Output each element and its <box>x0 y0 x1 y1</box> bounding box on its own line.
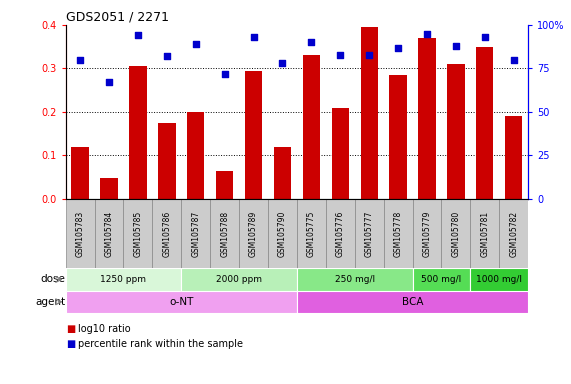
Point <box>104 79 114 85</box>
FancyBboxPatch shape <box>66 268 182 291</box>
Bar <box>71 147 89 199</box>
FancyBboxPatch shape <box>95 199 123 268</box>
Point <box>307 39 316 45</box>
Text: GSM105789: GSM105789 <box>249 210 258 257</box>
Point <box>134 32 143 38</box>
Bar <box>303 55 320 199</box>
FancyBboxPatch shape <box>268 199 297 268</box>
Text: GDS2051 / 2271: GDS2051 / 2271 <box>66 11 168 24</box>
Bar <box>187 112 204 199</box>
Point <box>220 71 229 77</box>
Text: 2000 ppm: 2000 ppm <box>216 275 262 284</box>
FancyBboxPatch shape <box>152 199 182 268</box>
Text: GSM105787: GSM105787 <box>191 210 200 257</box>
Text: GSM105778: GSM105778 <box>393 210 403 257</box>
Text: o-NT: o-NT <box>169 297 194 307</box>
Bar <box>274 147 291 199</box>
Point <box>509 57 518 63</box>
Bar <box>245 71 262 199</box>
Text: GSM105782: GSM105782 <box>509 210 518 257</box>
Bar <box>419 38 436 199</box>
Text: BCA: BCA <box>402 297 423 307</box>
FancyBboxPatch shape <box>471 199 499 268</box>
FancyBboxPatch shape <box>182 268 297 291</box>
FancyBboxPatch shape <box>355 199 384 268</box>
Text: ■: ■ <box>66 339 75 349</box>
Text: GSM105777: GSM105777 <box>365 210 373 257</box>
Point <box>393 45 403 51</box>
FancyBboxPatch shape <box>297 199 326 268</box>
Text: ■: ■ <box>66 324 75 334</box>
Point <box>423 31 432 37</box>
Text: GSM105785: GSM105785 <box>134 210 142 257</box>
FancyBboxPatch shape <box>297 291 528 313</box>
Text: agent: agent <box>35 297 66 307</box>
Point <box>451 43 460 49</box>
FancyBboxPatch shape <box>326 199 355 268</box>
Point <box>191 41 200 47</box>
Text: GSM105783: GSM105783 <box>75 210 85 257</box>
Text: GSM105780: GSM105780 <box>452 210 460 257</box>
FancyBboxPatch shape <box>471 268 528 291</box>
Bar <box>158 123 175 199</box>
FancyBboxPatch shape <box>441 199 471 268</box>
Bar <box>360 27 378 199</box>
Bar <box>505 116 522 199</box>
Text: percentile rank within the sample: percentile rank within the sample <box>78 339 243 349</box>
Point <box>365 51 374 58</box>
Point <box>162 53 171 59</box>
Bar <box>100 178 118 199</box>
Text: GSM105790: GSM105790 <box>278 210 287 257</box>
Text: log10 ratio: log10 ratio <box>78 324 131 334</box>
FancyBboxPatch shape <box>66 199 95 268</box>
Text: GSM105779: GSM105779 <box>423 210 432 257</box>
Text: GSM105786: GSM105786 <box>162 210 171 257</box>
Point <box>249 34 258 40</box>
Text: GSM105781: GSM105781 <box>480 210 489 257</box>
FancyBboxPatch shape <box>413 199 441 268</box>
Bar <box>447 64 465 199</box>
Text: GSM105784: GSM105784 <box>104 210 114 257</box>
Text: 1000 mg/l: 1000 mg/l <box>476 275 522 284</box>
FancyBboxPatch shape <box>384 199 413 268</box>
Text: GSM105775: GSM105775 <box>307 210 316 257</box>
Text: GSM105776: GSM105776 <box>336 210 345 257</box>
FancyBboxPatch shape <box>210 199 239 268</box>
FancyBboxPatch shape <box>499 199 528 268</box>
Bar <box>332 108 349 199</box>
Point <box>75 57 85 63</box>
Bar <box>389 75 407 199</box>
Text: GSM105788: GSM105788 <box>220 210 229 257</box>
Point <box>278 60 287 66</box>
FancyBboxPatch shape <box>182 199 210 268</box>
FancyBboxPatch shape <box>123 199 152 268</box>
Bar <box>216 170 234 199</box>
Bar <box>129 66 147 199</box>
FancyBboxPatch shape <box>66 291 297 313</box>
Text: dose: dose <box>41 275 66 285</box>
Text: 250 mg/l: 250 mg/l <box>335 275 375 284</box>
Point <box>480 34 489 40</box>
Text: 500 mg/l: 500 mg/l <box>421 275 461 284</box>
FancyBboxPatch shape <box>239 199 268 268</box>
Text: 1250 ppm: 1250 ppm <box>100 275 147 284</box>
FancyBboxPatch shape <box>413 268 471 291</box>
Point <box>336 51 345 58</box>
Bar <box>476 47 493 199</box>
FancyBboxPatch shape <box>297 268 413 291</box>
